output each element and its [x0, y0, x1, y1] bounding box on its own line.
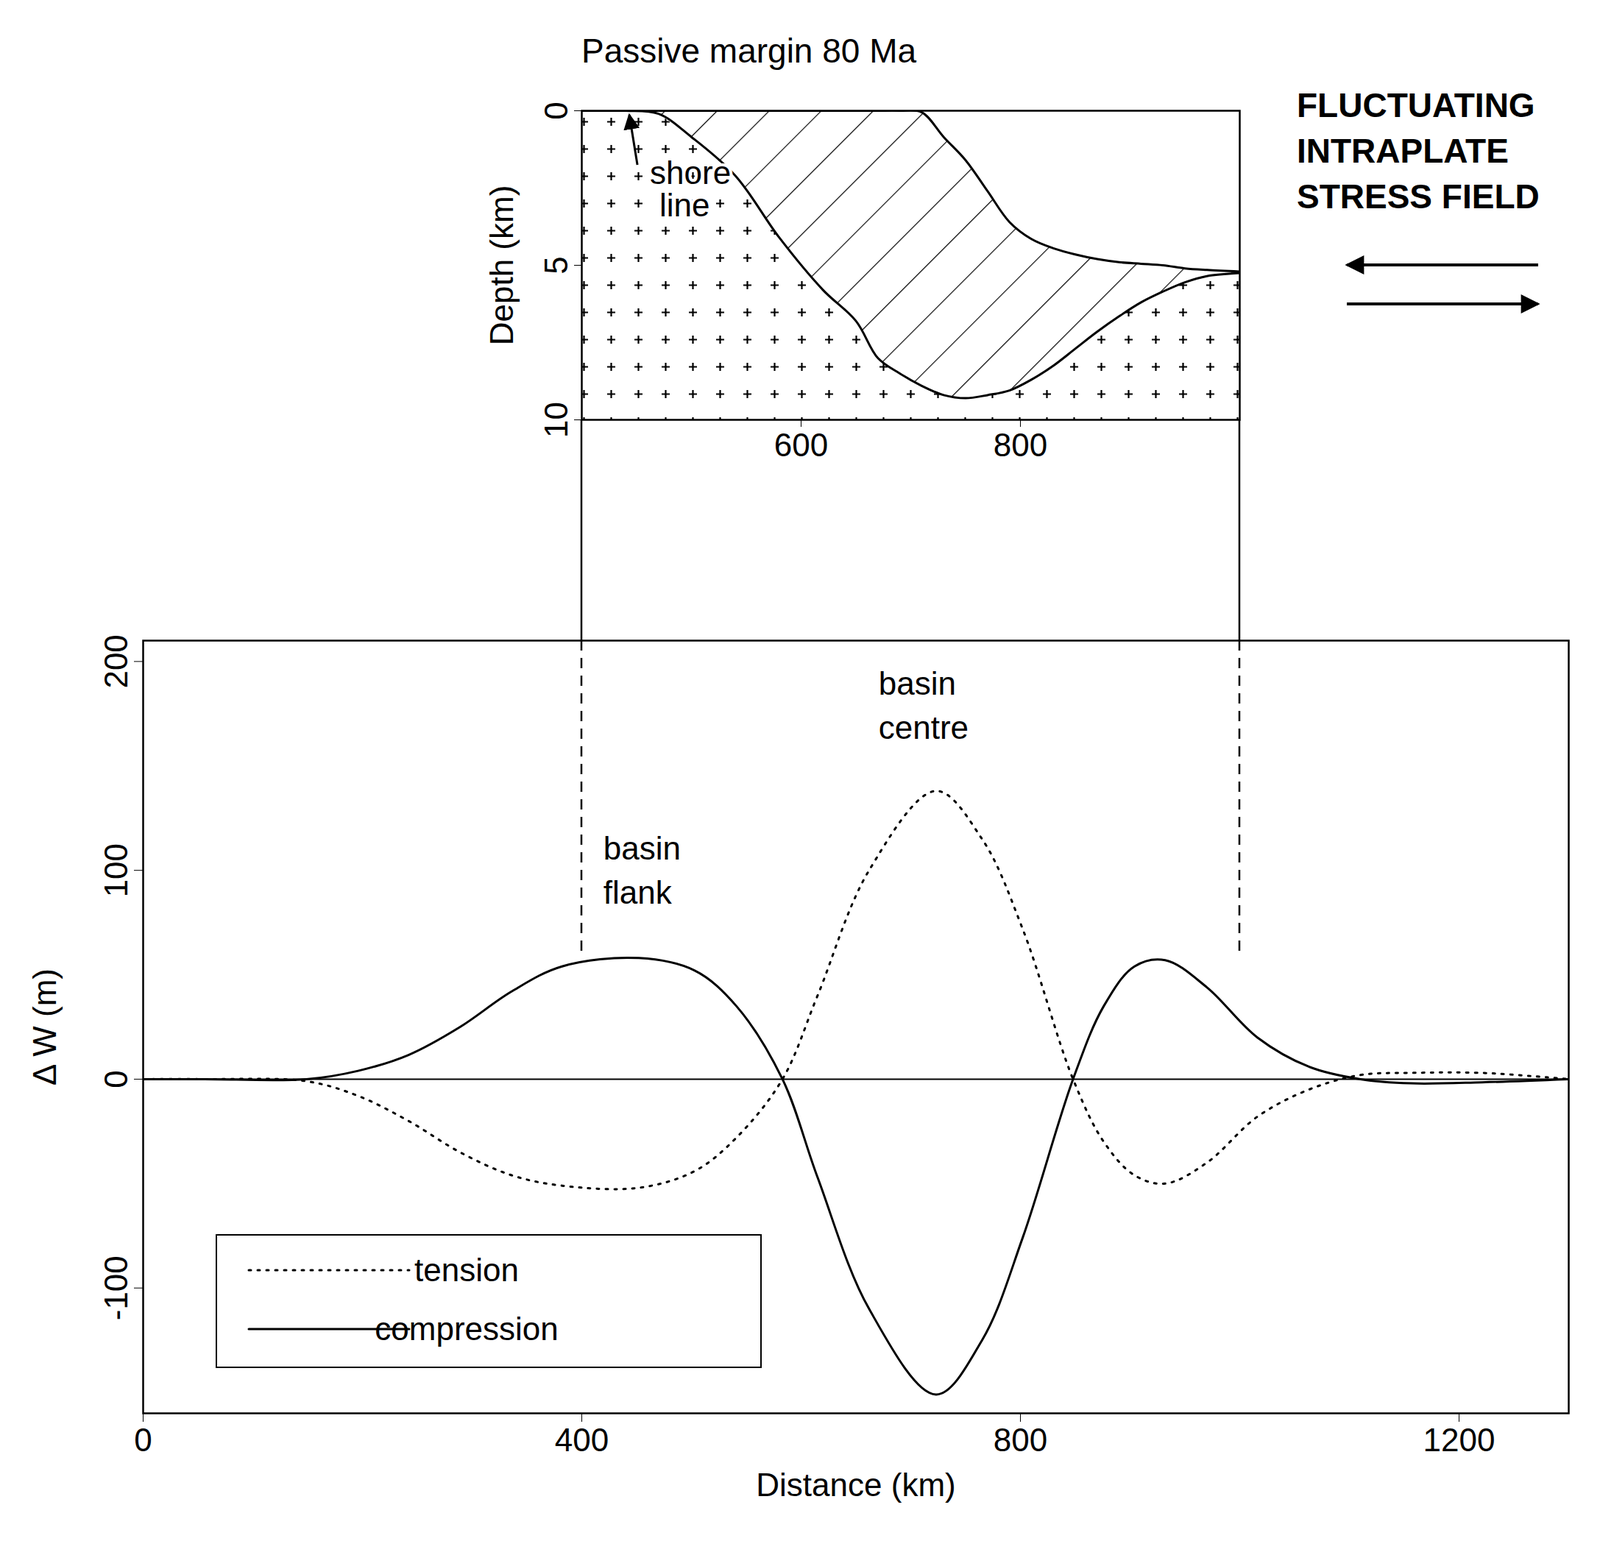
svg-text:compression: compression [374, 1310, 558, 1347]
svg-text:0: 0 [97, 1070, 134, 1088]
html-text:FLUCTUATING: FLUCTUATING [1296, 86, 1535, 125]
svg-text:-100: -100 [97, 1255, 134, 1321]
svg-text:line: line [659, 186, 711, 223]
svg-text:basin: basin [603, 830, 681, 867]
svg-text:10: 10 [537, 401, 575, 438]
svg-text:100: 100 [97, 843, 134, 898]
svg-text:flank: flank [603, 874, 673, 911]
html-text:STRESS FIELD: STRESS FIELD [1296, 177, 1540, 216]
svg-text:shore: shore [649, 154, 731, 191]
svg-text:0: 0 [133, 1421, 152, 1458]
svg-text:centre: centre [878, 709, 969, 746]
svg-text:Δ W (m): Δ W (m) [26, 968, 63, 1086]
svg-text:600: 600 [774, 426, 828, 463]
html-text:INTRAPLATE: INTRAPLATE [1296, 131, 1509, 171]
svg-text:Distance (km): Distance (km) [755, 1466, 956, 1503]
svg-text:1200: 1200 [1423, 1421, 1496, 1458]
svg-text:5: 5 [537, 256, 575, 274]
svg-text:200: 200 [97, 634, 134, 689]
svg-text:0: 0 [537, 101, 575, 120]
svg-text:800: 800 [993, 1421, 1048, 1458]
html-text:Passive margin 80 Ma: Passive margin 80 Ma [581, 31, 917, 70]
svg-text:800: 800 [993, 426, 1048, 463]
svg-text:400: 400 [554, 1421, 609, 1458]
svg-text:basin: basin [878, 665, 957, 702]
svg-text:tension: tension [414, 1251, 519, 1288]
svg-text:Depth (km): Depth (km) [483, 185, 520, 346]
